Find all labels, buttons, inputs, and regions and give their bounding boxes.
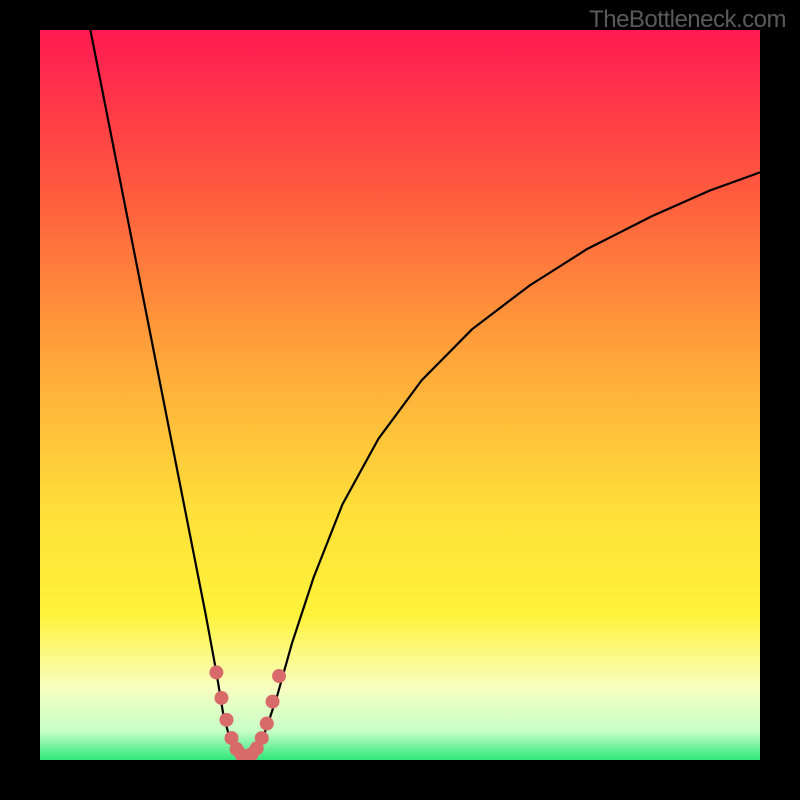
chart-frame: TheBottleneck.com [0, 0, 800, 800]
marker-point [266, 695, 280, 709]
marker-point [272, 669, 286, 683]
plot-svg [40, 30, 760, 760]
marker-point [219, 713, 233, 727]
gradient-background [40, 30, 760, 760]
marker-point [209, 665, 223, 679]
marker-point [260, 717, 274, 731]
marker-point [255, 731, 269, 745]
plot-area [40, 30, 760, 760]
marker-point [214, 691, 228, 705]
